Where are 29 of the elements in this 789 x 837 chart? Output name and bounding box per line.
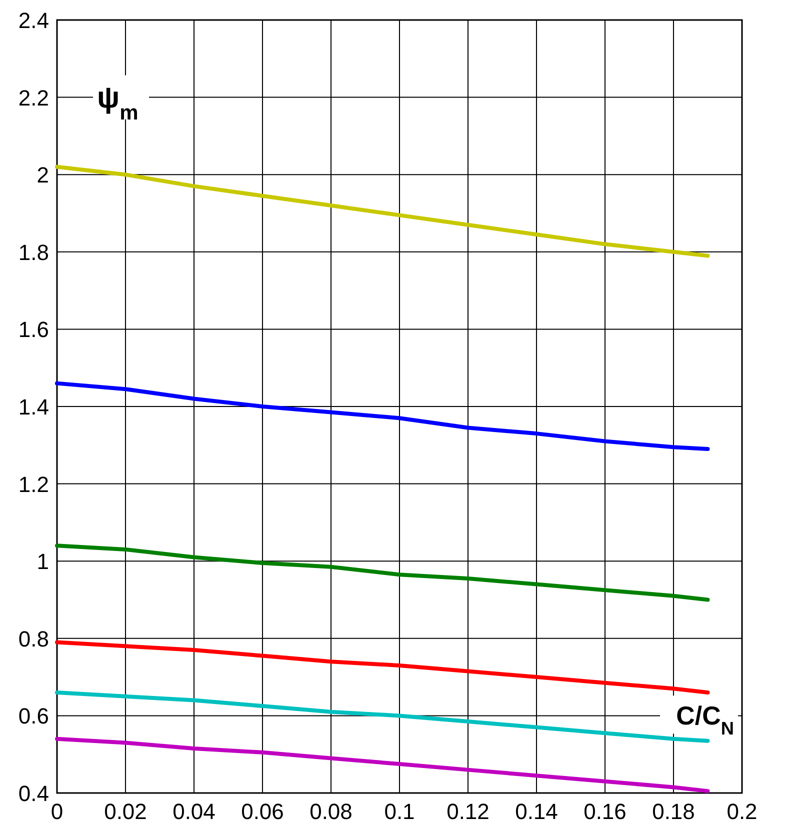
- x-tick-label: 0.18: [652, 799, 695, 824]
- x-tick-label: 0.16: [584, 799, 626, 824]
- line-series: [55, 544, 710, 602]
- line-series: [55, 640, 710, 695]
- x-tick-label: 0.06: [241, 799, 284, 824]
- y-axis-title: ψ$_{m}$: [97, 81, 138, 124]
- x-tick-label: 0.14: [515, 799, 558, 824]
- y-tick-label: 1.8: [18, 240, 49, 265]
- line-series: [55, 164, 710, 258]
- y-tick-label: 2.4: [18, 8, 49, 33]
- x-tick-label: 0: [50, 799, 64, 824]
- y-tick-label: 1.4: [18, 394, 49, 420]
- x-tick-label: 0.02: [104, 799, 147, 824]
- y-tick-label: 2.2: [18, 85, 49, 110]
- x-tick-label: 0.12: [446, 799, 490, 824]
- line-series: [55, 736, 710, 794]
- x-tick-label: 0.2: [726, 799, 758, 824]
- y-tick-label: 0.4: [18, 781, 49, 806]
- y-tick-label: 0.8: [18, 626, 49, 652]
- x-tick-label: 0.1: [384, 799, 415, 824]
- x-tick-label: 0.08: [310, 799, 352, 824]
- y-tick-label: 2: [36, 162, 49, 188]
- y-tick-label: 0.6: [18, 704, 49, 729]
- y-tick-label: 1: [36, 549, 49, 574]
- x-tick-label: 0.04: [172, 799, 216, 824]
- line-series: [55, 381, 710, 452]
- x-axis-title: C/C$_{N}$: [676, 700, 734, 739]
- y-tick-label: 1.6: [18, 317, 49, 342]
- y-tick-label: 1.2: [18, 472, 49, 497]
